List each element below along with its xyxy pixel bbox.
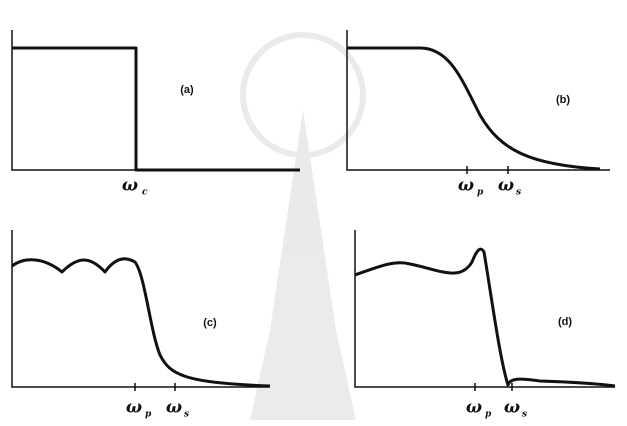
panel-label: (b) xyxy=(556,94,570,106)
panel-label: (d) xyxy=(558,316,572,328)
omega-subscript: s xyxy=(184,410,189,420)
omega-symbol: ω xyxy=(122,176,138,196)
omega-symbol: ω xyxy=(166,398,182,418)
omega-subscript: s xyxy=(522,410,527,420)
omega-subscript: p xyxy=(477,188,484,198)
omega-subscript: p xyxy=(485,410,492,420)
omega-symbol: ω xyxy=(504,398,520,418)
omega-symbol: ω xyxy=(498,176,514,196)
omega-subscript: c xyxy=(142,188,148,198)
omega-symbol: ω xyxy=(126,398,142,418)
omega-symbol: ω xyxy=(458,176,474,196)
panel-label: (c) xyxy=(203,317,217,329)
figure: (a) ω c (b) ω p ω s (c) ω p ω s (d) ω p … xyxy=(0,0,627,426)
omega-symbol: ω xyxy=(466,398,482,418)
panel-label: (a) xyxy=(180,84,194,96)
omega-subscript: p xyxy=(145,410,152,420)
omega-subscript: s xyxy=(516,188,521,198)
